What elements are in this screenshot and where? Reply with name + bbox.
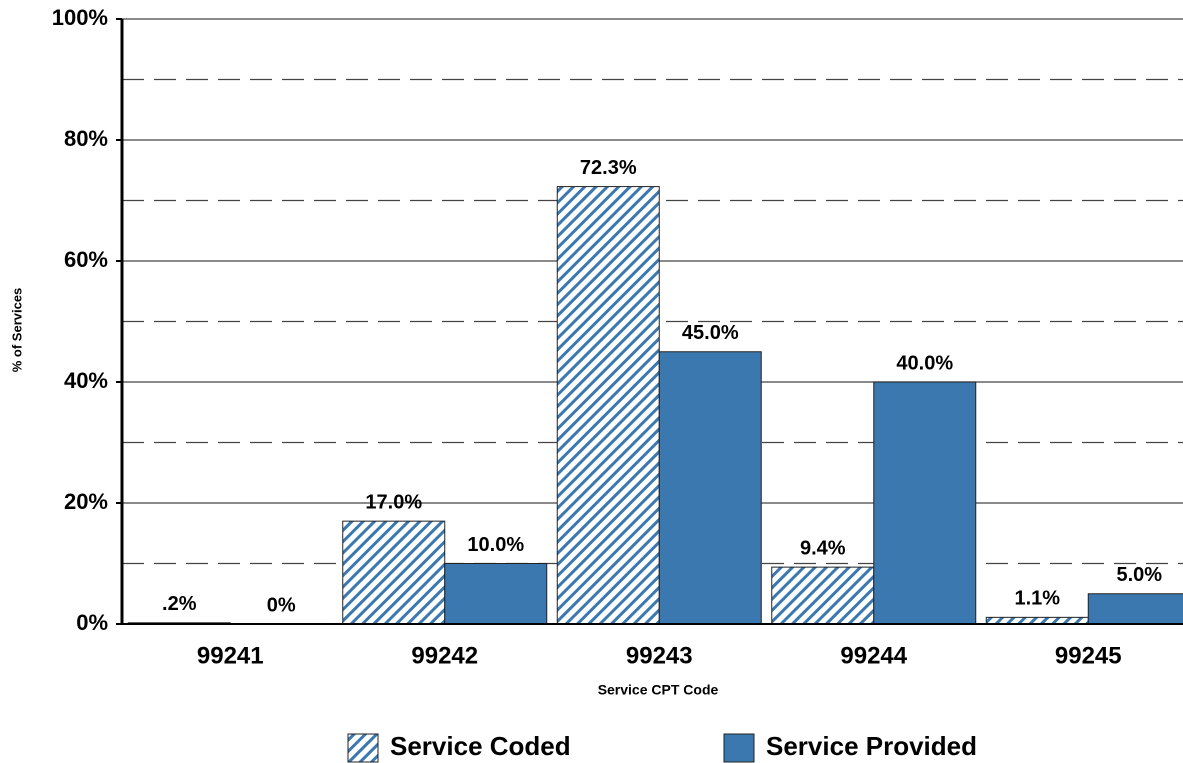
x-tick-label: 99242: [411, 642, 478, 669]
legend-label: Service Coded: [390, 731, 571, 761]
legend-label: Service Provided: [766, 731, 977, 761]
value-label: 45.0%: [682, 322, 739, 344]
x-tick-label: 99245: [1055, 642, 1122, 669]
value-label: 17.0%: [365, 491, 422, 513]
bar: [771, 566, 875, 625]
y-tick-label: 40%: [64, 368, 108, 393]
x-axis-title: Service CPT Code: [598, 682, 719, 698]
y-tick-label: 80%: [64, 126, 108, 151]
x-tick-label: 99244: [840, 642, 907, 669]
value-label: 72.3%: [580, 157, 637, 179]
value-label: .2%: [162, 593, 197, 615]
legend-swatch: [723, 733, 755, 763]
value-label: 40.0%: [896, 352, 953, 374]
y-tick-label: 20%: [64, 489, 108, 514]
y-tick-label: 0%: [76, 610, 108, 635]
y-tick-label: 100%: [52, 5, 108, 30]
value-label: 10.0%: [467, 534, 524, 556]
value-label: 9.4%: [800, 537, 846, 559]
y-axis-title: % of Services: [9, 288, 24, 373]
bar: [1087, 593, 1183, 625]
value-label: 1.1%: [1014, 588, 1060, 610]
bar: [658, 351, 762, 625]
bar: [873, 381, 977, 625]
bar: [556, 186, 660, 625]
value-label: 0%: [267, 594, 296, 616]
bar: [444, 563, 548, 625]
x-tick-label: 99241: [197, 642, 264, 669]
legend-swatch: [347, 733, 379, 763]
y-tick-label: 60%: [64, 247, 108, 272]
bar: [342, 520, 446, 625]
x-tick-label: 99243: [626, 642, 693, 669]
value-label: 5.0%: [1116, 564, 1162, 586]
